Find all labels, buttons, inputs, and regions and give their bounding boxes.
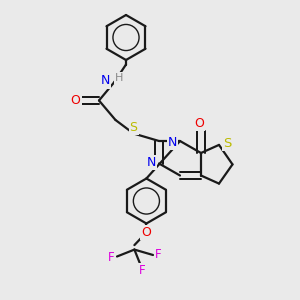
Text: H: H — [115, 73, 124, 83]
Text: O: O — [142, 226, 151, 239]
Text: F: F — [155, 248, 162, 262]
Text: F: F — [108, 250, 115, 264]
Text: N: N — [168, 136, 177, 149]
Text: O: O — [71, 94, 80, 107]
Text: S: S — [130, 121, 137, 134]
Text: N: N — [101, 74, 110, 88]
Text: S: S — [223, 137, 232, 150]
Text: O: O — [195, 117, 204, 130]
Text: N: N — [147, 155, 156, 169]
Text: F: F — [139, 263, 145, 277]
